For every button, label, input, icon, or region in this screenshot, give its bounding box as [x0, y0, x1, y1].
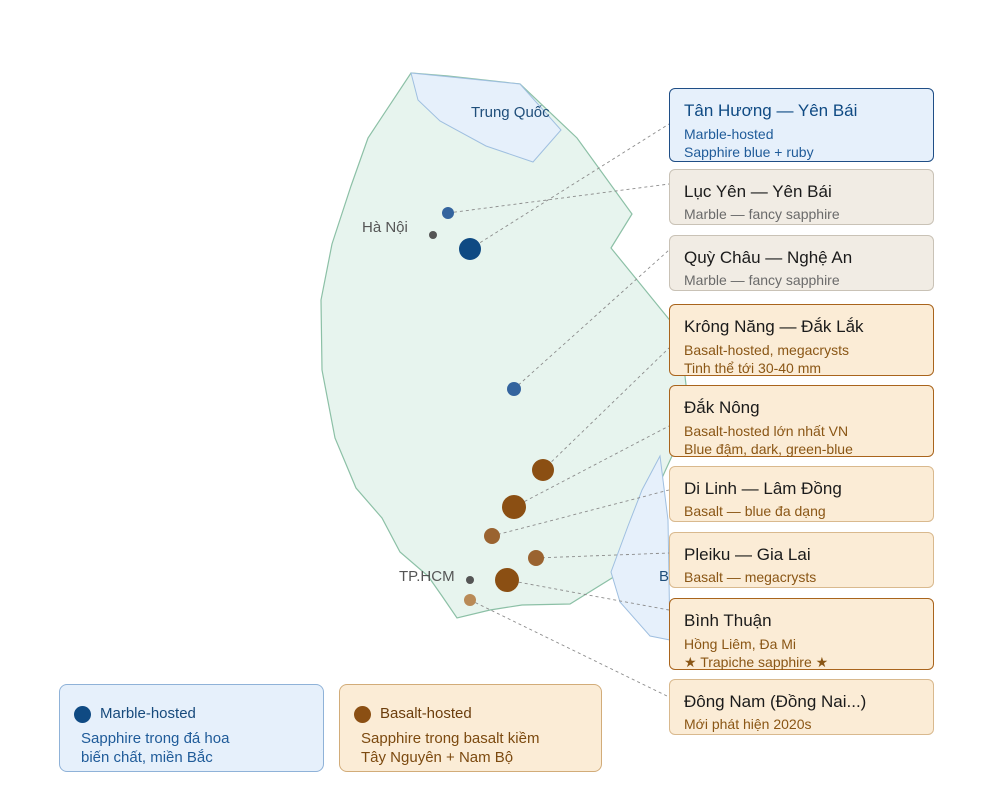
site-marker-di-linh[interactable] — [484, 528, 500, 544]
site-desc: Basalt-hosted, megacrysts — [684, 342, 849, 358]
site-marker-pleiku[interactable] — [528, 550, 544, 566]
partial-region-label: B — [659, 568, 669, 585]
site-marker-dong-nam[interactable] — [464, 594, 476, 606]
site-card-krong-nang[interactable]: Krông Năng — Đắk Lắk Basalt-hosted, mega… — [669, 304, 934, 376]
legend-line: Tây Nguyên + Nam Bộ — [361, 749, 514, 766]
legend-line: biến chất, miền Bắc — [81, 749, 213, 766]
site-desc: Tinh thể tới 30-40 mm — [684, 360, 822, 376]
marble-dot-icon — [74, 706, 91, 723]
site-desc: Basalt-hosted lớn nhất VN — [684, 423, 849, 439]
site-title: Tân Hương — Yên Bái — [684, 101, 858, 120]
legend-line: Sapphire trong đá hoa — [81, 730, 230, 747]
legend-title: Marble-hosted — [100, 705, 196, 722]
leader-dak-nong — [513, 425, 670, 508]
site-title: Đắk Nông — [684, 398, 760, 417]
site-title: Quỳ Châu — Nghệ An — [684, 248, 853, 267]
site-card-binh-thuan[interactable]: Bình Thuận Hồng Liêm, Đa Mi ★ Trapiche s… — [669, 598, 934, 670]
leader-krong-nang — [542, 347, 670, 471]
site-desc: ★ Trapiche sapphire ★ — [684, 654, 829, 670]
site-desc: Basalt — megacrysts — [684, 569, 817, 585]
leader-lines — [447, 123, 670, 698]
hcm-label: TP.HCM — [399, 568, 455, 585]
leader-dong-nam — [469, 599, 670, 698]
leader-pleiku — [535, 552, 670, 559]
site-desc: Marble — fancy sapphire — [684, 272, 840, 288]
china-region — [410, 72, 562, 163]
site-marker-quy-chau[interactable] — [507, 382, 521, 396]
hcm-city-dot — [466, 576, 474, 584]
legend-basalt: Basalt-hosted Sapphire trong basalt kiềm… — [339, 684, 602, 772]
legend-desc: Sapphire trong basalt kiềm Tây Nguyên + … — [361, 729, 539, 767]
site-desc: Basalt — blue đa dạng — [684, 503, 826, 519]
site-title: Bình Thuận — [684, 611, 772, 630]
site-marker-krong-nang[interactable] — [532, 459, 554, 481]
neighbor-region — [610, 454, 671, 641]
site-desc: Marble-hosted — [684, 126, 774, 142]
site-desc: Mới phát hiện 2020s — [684, 716, 812, 732]
site-marker-binh-thuan[interactable] — [495, 568, 519, 592]
site-desc: Blue đậm, dark, green-blue — [684, 441, 853, 457]
legend-line: Sapphire trong basalt kiềm — [361, 730, 540, 747]
site-marker-dak-nong[interactable] — [502, 495, 526, 519]
vietnam-outline — [320, 72, 691, 619]
legend-title: Basalt-hosted — [380, 705, 472, 722]
leader-luc-yen — [447, 183, 670, 214]
site-title: Di Linh — Lâm Đồng — [684, 479, 842, 498]
site-marker-luc-yen[interactable] — [442, 207, 454, 219]
site-title: Krông Năng — Đắk Lắk — [684, 317, 864, 336]
site-card-dak-nong[interactable]: Đắk Nông Basalt-hosted lớn nhất VN Blue … — [669, 385, 934, 457]
leader-quy-chau — [513, 249, 670, 390]
site-card-luc-yen[interactable]: Lục Yên — Yên Bái Marble — fancy sapphir… — [669, 169, 934, 225]
site-card-tan-huong[interactable]: Tân Hương — Yên Bái Marble-hosted Sapphi… — [669, 88, 934, 162]
hanoi-label: Hà Nội — [362, 219, 408, 236]
hanoi-city-dot — [429, 231, 437, 239]
site-title: Pleiku — Gia Lai — [684, 545, 811, 564]
china-label: Trung Quốc — [471, 104, 550, 121]
site-desc: Marble — fancy sapphire — [684, 206, 840, 222]
site-title: Đông Nam (Đồng Nai...) — [684, 692, 867, 711]
site-desc: Sapphire blue + ruby — [684, 144, 814, 160]
legend-marble: Marble-hosted Sapphire trong đá hoa biến… — [59, 684, 324, 772]
site-card-pleiku[interactable]: Pleiku — Gia Lai Basalt — megacrysts — [669, 532, 934, 588]
site-card-dong-nam[interactable]: Đông Nam (Đồng Nai...) Mới phát hiện 202… — [669, 679, 934, 735]
legend-desc: Sapphire trong đá hoa biến chất, miền Bắ… — [81, 729, 229, 767]
site-card-di-linh[interactable]: Di Linh — Lâm Đồng Basalt — blue đa dạng — [669, 466, 934, 522]
leader-di-linh — [491, 489, 670, 537]
site-title: Lục Yên — Yên Bái — [684, 182, 832, 201]
basalt-dot-icon — [354, 706, 371, 723]
site-card-quy-chau[interactable]: Quỳ Châu — Nghệ An Marble — fancy sapphi… — [669, 235, 934, 291]
site-marker-tan-huong[interactable] — [459, 238, 481, 260]
site-desc: Hồng Liêm, Đa Mi — [684, 636, 797, 652]
